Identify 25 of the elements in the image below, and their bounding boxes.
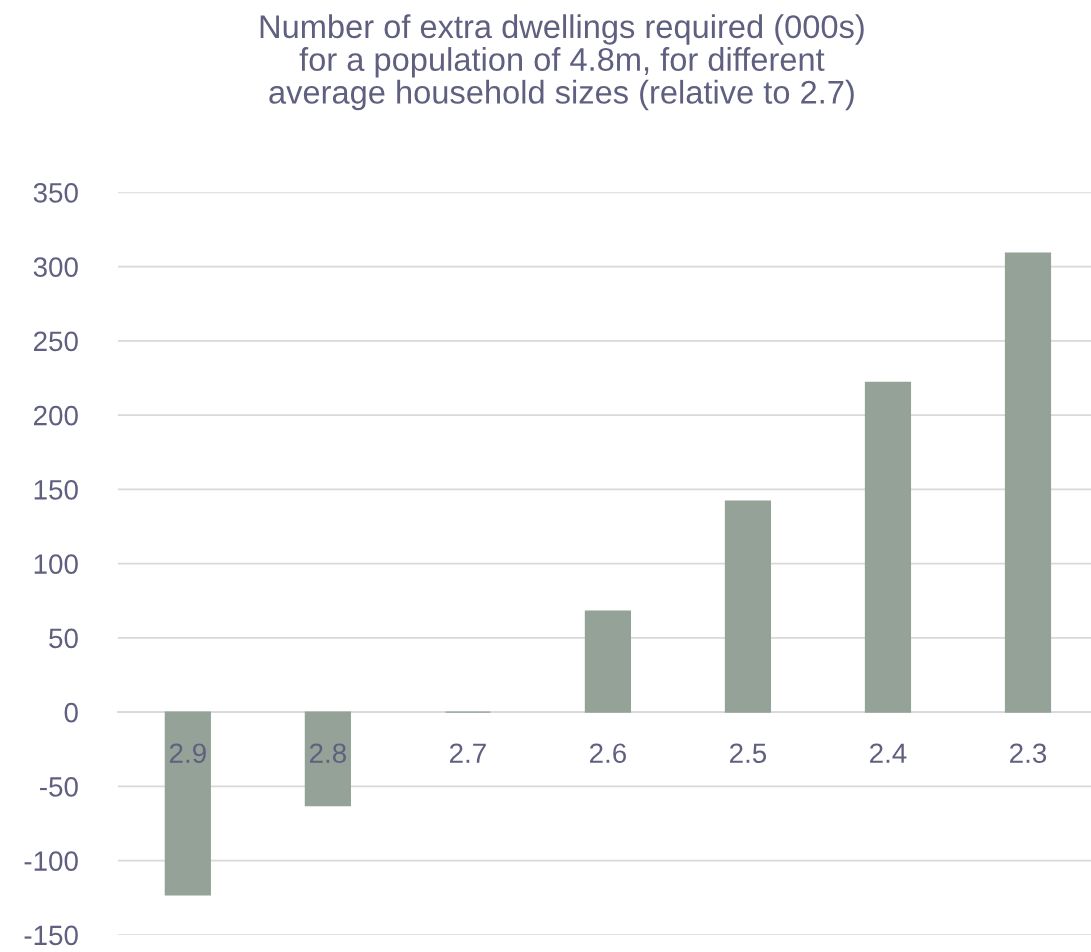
chart-title: Number of extra dwellings required (000s) for a population of 4.8m, for different average household sizes (relative to 2.7) [260, 14, 864, 111]
bar [724, 500, 772, 713]
bar [584, 610, 632, 713]
x-tick-label: 2.4 [870, 743, 907, 763]
y-tick-label: -100 [24, 851, 78, 871]
bar [164, 711, 211, 896]
x-tick-label: 2.9 [169, 743, 206, 764]
y-tick-label: 200 [34, 405, 78, 426]
x-tick-label: 2.7 [449, 743, 486, 763]
y-tick-label: 250 [34, 331, 78, 352]
x-tick-label: 2.5 [730, 743, 767, 764]
y-tick-label: -150 [24, 925, 78, 946]
y-tick-label: 150 [34, 480, 78, 500]
y-tick-label: 100 [34, 554, 78, 574]
x-tick-label: 2.6 [590, 743, 626, 764]
bar [864, 381, 912, 713]
bar [304, 711, 351, 807]
y-tick-label: 350 [33, 182, 78, 203]
y-tick-label: 300 [33, 257, 78, 277]
y-tick-label: 0 [64, 702, 78, 723]
x-tick-label: 2.8 [309, 743, 346, 764]
bar [1004, 252, 1052, 713]
y-tick-label: -50 [40, 777, 78, 797]
x-tick-label: 2.3 [1010, 743, 1047, 764]
y-tick-label: 50 [49, 628, 78, 649]
